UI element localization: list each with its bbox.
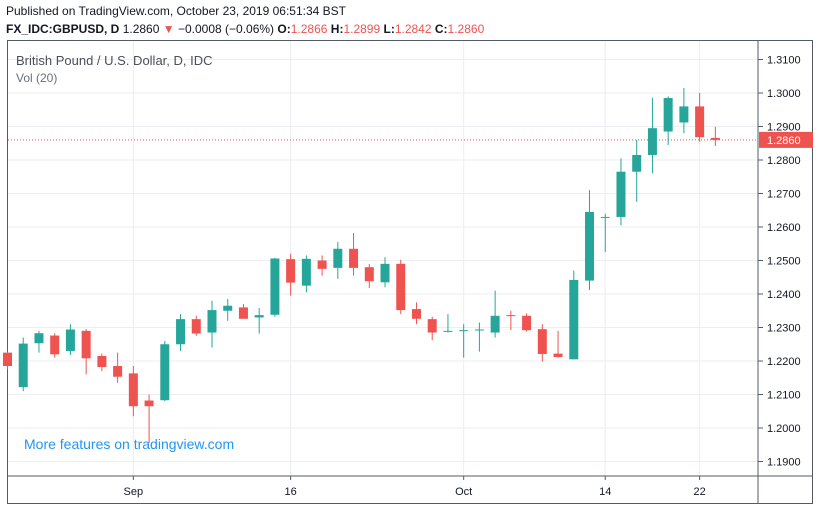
candle-body	[459, 330, 469, 332]
y-tick-label: 1.2700	[767, 189, 801, 201]
candle-body	[710, 137, 720, 140]
candle-body	[679, 106, 689, 123]
candle-body	[411, 309, 421, 319]
candle-body	[600, 216, 610, 218]
candle-body	[286, 259, 296, 283]
candle-body	[474, 329, 484, 331]
change-down-arrow-icon: ▼	[162, 22, 175, 36]
candle-body	[97, 355, 107, 368]
high-value: 1.2899	[343, 22, 381, 36]
candle-body	[223, 305, 233, 311]
y-tick-label: 1.2200	[767, 356, 801, 368]
more-features-link[interactable]: More features on tradingview.com	[24, 436, 235, 452]
y-tick-label: 1.2900	[767, 122, 801, 134]
price-change: −0.0008 (−0.06%)	[177, 22, 275, 36]
close-value: 1.2860	[447, 22, 485, 36]
y-tick-label: 1.3000	[767, 88, 801, 100]
symbol-label: FX_IDC:GBPUSD, D	[6, 22, 120, 36]
candle-body	[522, 315, 532, 331]
candle-body	[380, 263, 390, 283]
candle-body	[427, 319, 437, 333]
published-timestamp: Published on TradingView.com, October 23…	[6, 4, 346, 18]
candle-body	[333, 248, 343, 268]
candle-body	[113, 366, 123, 377]
candle-body	[537, 329, 547, 354]
open-value: 1.2866	[290, 22, 328, 36]
candle-body	[553, 353, 563, 357]
legend-title: British Pound / U.S. Dollar, D, IDC	[16, 53, 213, 68]
candle-body	[632, 154, 642, 172]
candle-body	[506, 315, 516, 317]
candle-body	[301, 258, 311, 286]
candle-body	[238, 307, 248, 319]
y-tick-label: 1.2500	[767, 256, 801, 268]
candle-body	[647, 128, 657, 155]
ohlc-bar: FX_IDC:GBPUSD, D 1.2860 ▼ −0.0008 (−0.06…	[6, 22, 484, 36]
candle-body	[50, 335, 60, 355]
y-tick-label: 1.1900	[767, 457, 801, 469]
chart-frame	[7, 40, 813, 504]
candle-body	[191, 319, 201, 334]
candle-body	[34, 333, 44, 344]
candle-body	[207, 310, 217, 333]
last-price: 1.2860	[122, 22, 160, 36]
low-value: 1.2842	[394, 22, 432, 36]
x-tick-label: 14	[599, 486, 611, 498]
candle-body	[18, 343, 28, 388]
candle-body	[663, 98, 673, 132]
y-tick-label: 1.2100	[767, 390, 801, 402]
candle-body	[490, 315, 500, 333]
current-price-badge	[759, 131, 813, 148]
candle-body	[585, 211, 595, 281]
candle-body	[160, 344, 170, 401]
candle-body	[65, 329, 75, 351]
candle-body	[695, 106, 705, 138]
current-price-label: 1.2860	[767, 135, 801, 147]
candle-body	[616, 171, 626, 217]
candle-body	[443, 330, 453, 332]
close-label: C:	[434, 22, 448, 36]
candle-body	[176, 319, 186, 345]
y-tick-label: 1.2800	[767, 155, 801, 167]
candle-body	[364, 267, 374, 282]
candle-body	[144, 400, 154, 407]
x-tick-label: 16	[285, 486, 297, 498]
candle-body	[3, 352, 12, 367]
y-tick-label: 1.2000	[767, 423, 801, 435]
y-tick-label: 1.3100	[767, 55, 801, 67]
candle-body	[270, 258, 280, 315]
candle-body	[349, 248, 359, 268]
y-tick-label: 1.2600	[767, 222, 801, 234]
candle-body	[569, 279, 579, 360]
candle-body	[317, 260, 327, 269]
x-tick-label: 22	[693, 486, 705, 498]
x-tick-label: Oct	[455, 486, 472, 498]
y-tick-label: 1.2300	[767, 323, 801, 335]
legend-volume: Vol (20)	[16, 71, 58, 85]
candle-body	[396, 263, 406, 311]
high-label: H:	[330, 22, 344, 36]
x-tick-label: Sep	[124, 486, 144, 498]
low-label: L:	[383, 22, 395, 36]
candle-body	[81, 330, 91, 359]
candle-body	[254, 315, 264, 318]
y-tick-label: 1.2400	[767, 289, 801, 301]
candle-body	[128, 373, 138, 407]
open-label: O:	[277, 22, 291, 36]
